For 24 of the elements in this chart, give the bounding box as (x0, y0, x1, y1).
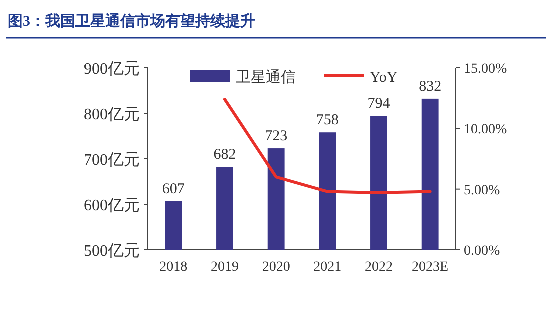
legend-label: 卫星通信 (236, 69, 296, 86)
x-tick-label: 2023E (412, 260, 449, 275)
y2-tick-label: 10.00% (464, 122, 508, 138)
y-tick-label: 700亿元 (84, 152, 140, 169)
data-label: 723 (265, 128, 288, 145)
y-tick-label: 900亿元 (84, 61, 140, 78)
y-tick-label: 800亿元 (84, 106, 140, 124)
legend-label: YoY (370, 70, 398, 86)
title: 图3：我国卫星通信市场有望持续提升 (8, 14, 256, 30)
y2-tick-label: 5.00% (464, 183, 500, 198)
y2-tick-label: 15.00% (464, 62, 508, 77)
y-tick-label: 600亿元 (84, 198, 140, 214)
x-tick-label: 2020 (262, 260, 290, 275)
data-label: 607 (162, 181, 186, 198)
data-label: 682 (214, 147, 236, 164)
data-label: 758 (316, 112, 339, 129)
y2-tick-label: 0.00% (464, 244, 500, 259)
x-tick-label: 2021 (314, 260, 342, 275)
x-tick-label: 2018 (160, 260, 188, 275)
y-tick-label: 500亿元 (84, 243, 140, 260)
x-tick-label: 2022 (365, 260, 393, 275)
data-label: 832 (419, 78, 442, 95)
data-label: 794 (368, 96, 391, 112)
x-tick-label: 2019 (211, 260, 239, 275)
